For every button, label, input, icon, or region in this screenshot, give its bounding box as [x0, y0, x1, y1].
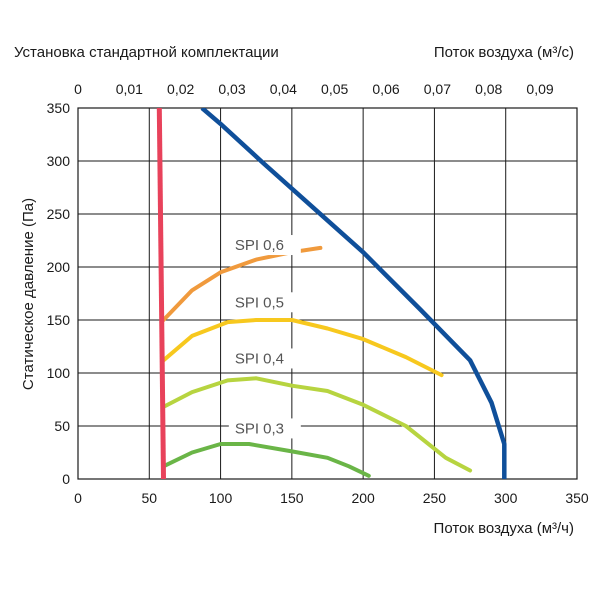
x-tick-label: 150	[280, 490, 304, 506]
y-tick-label: 300	[47, 153, 71, 169]
chart-title: Установка стандартной комплектации	[14, 44, 279, 61]
x2-tick-label: 0	[74, 81, 82, 97]
plot-frame	[77, 107, 578, 480]
x2-tick-label: 0,02	[167, 81, 194, 97]
series-line-4	[156, 108, 166, 479]
y-tick-label: 100	[47, 365, 71, 381]
x2-tick-label: 0,08	[475, 81, 502, 97]
series-label: SPI 0,4	[235, 350, 284, 367]
series-line-1	[161, 376, 473, 473]
x-tick-label: 50	[141, 490, 157, 506]
series-label-bg-0	[228, 418, 301, 439]
series-line-5	[200, 108, 507, 479]
series-group	[156, 108, 507, 479]
y-tick-label: 350	[47, 100, 71, 116]
grid	[77, 107, 578, 480]
x-tick-label: 200	[351, 490, 375, 506]
x2-tick-label: 0,03	[218, 81, 245, 97]
series-label-bg-2	[228, 292, 301, 313]
series-label-bg-3	[228, 235, 301, 256]
x-tick-label: 350	[565, 490, 589, 506]
y-axis-title: Статическое давление (Па)	[20, 198, 37, 390]
series-label: SPI 0,3	[235, 420, 284, 437]
y-tick-label: 150	[47, 312, 71, 328]
series-label: SPI 0,6	[235, 237, 284, 254]
series-line-0	[161, 442, 371, 478]
tick-labels: 0 50 100 150 200 250 300 3500501001502002503003…	[47, 81, 589, 506]
x2-tick-label: 0,09	[526, 81, 553, 97]
x-axis-title: Поток воздуха (м³/ч)	[434, 520, 574, 537]
series-label: SPI 0,5	[235, 294, 284, 311]
x-tick-label: 0	[74, 490, 82, 506]
series-label-bg-1	[228, 348, 301, 369]
x2-tick-label: 0,06	[372, 81, 399, 97]
x2-axis-title: Поток воздуха (м³/с)	[434, 44, 574, 61]
series-line-2	[161, 318, 444, 378]
x2-tick-label: 0,01	[116, 81, 143, 97]
x2-tick-label: 0,07	[424, 81, 451, 97]
plot-area: SPI 0,3 SPI 0,4 SPI 0,5 SPI 0,6	[156, 108, 507, 479]
x2-tick-label: 0,05	[321, 81, 348, 97]
y-tick-label: 0	[62, 471, 70, 487]
y-tick-label: 250	[47, 206, 71, 222]
x-tick-label: 300	[494, 490, 518, 506]
y-tick-label: 50	[54, 418, 70, 434]
x-tick-label: 100	[209, 490, 233, 506]
x2-tick-label: 0,04	[270, 81, 297, 97]
x-tick-label: 250	[423, 490, 447, 506]
y-tick-label: 200	[47, 259, 71, 275]
